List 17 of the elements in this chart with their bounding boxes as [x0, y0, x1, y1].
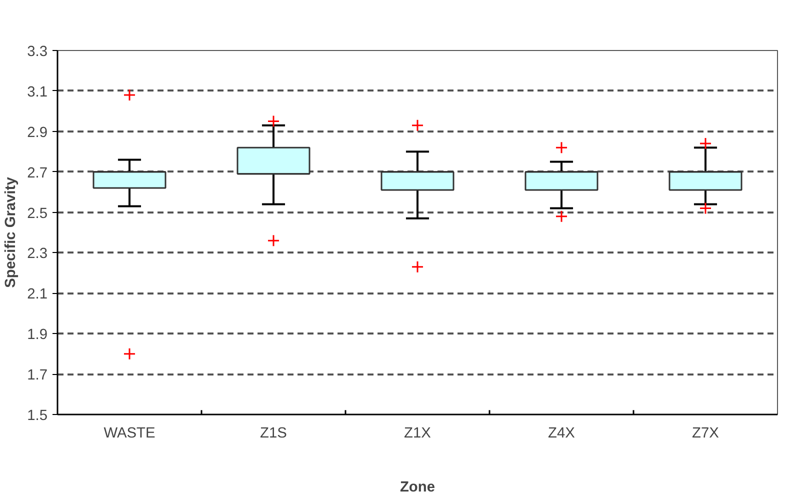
x-tick-label: Z4X — [548, 426, 576, 442]
y-tick-label: 1.5 — [27, 408, 48, 424]
y-tick-label: 3.1 — [27, 84, 48, 100]
y-tick-label: 3.3 — [27, 44, 48, 60]
x-tick-label: WASTE — [104, 426, 156, 442]
x-tick-label: Z1S — [260, 426, 288, 442]
y-tick-label: 1.9 — [27, 327, 48, 344]
y-tick-label: 1.7 — [27, 368, 48, 384]
x-axis-title: Zone — [400, 480, 436, 496]
y-tick-label: 2.3 — [27, 246, 48, 262]
y-tick-label: 2.5 — [27, 206, 48, 222]
y-axis-title: Specific Gravity — [3, 176, 20, 288]
x-tick-label: Z7X — [692, 426, 720, 442]
y-tick-label: 2.7 — [27, 165, 48, 182]
x-tick-label: Z1X — [404, 426, 432, 442]
y-tick-label: 2.1 — [27, 286, 48, 303]
y-tick-label: 2.9 — [27, 124, 48, 141]
